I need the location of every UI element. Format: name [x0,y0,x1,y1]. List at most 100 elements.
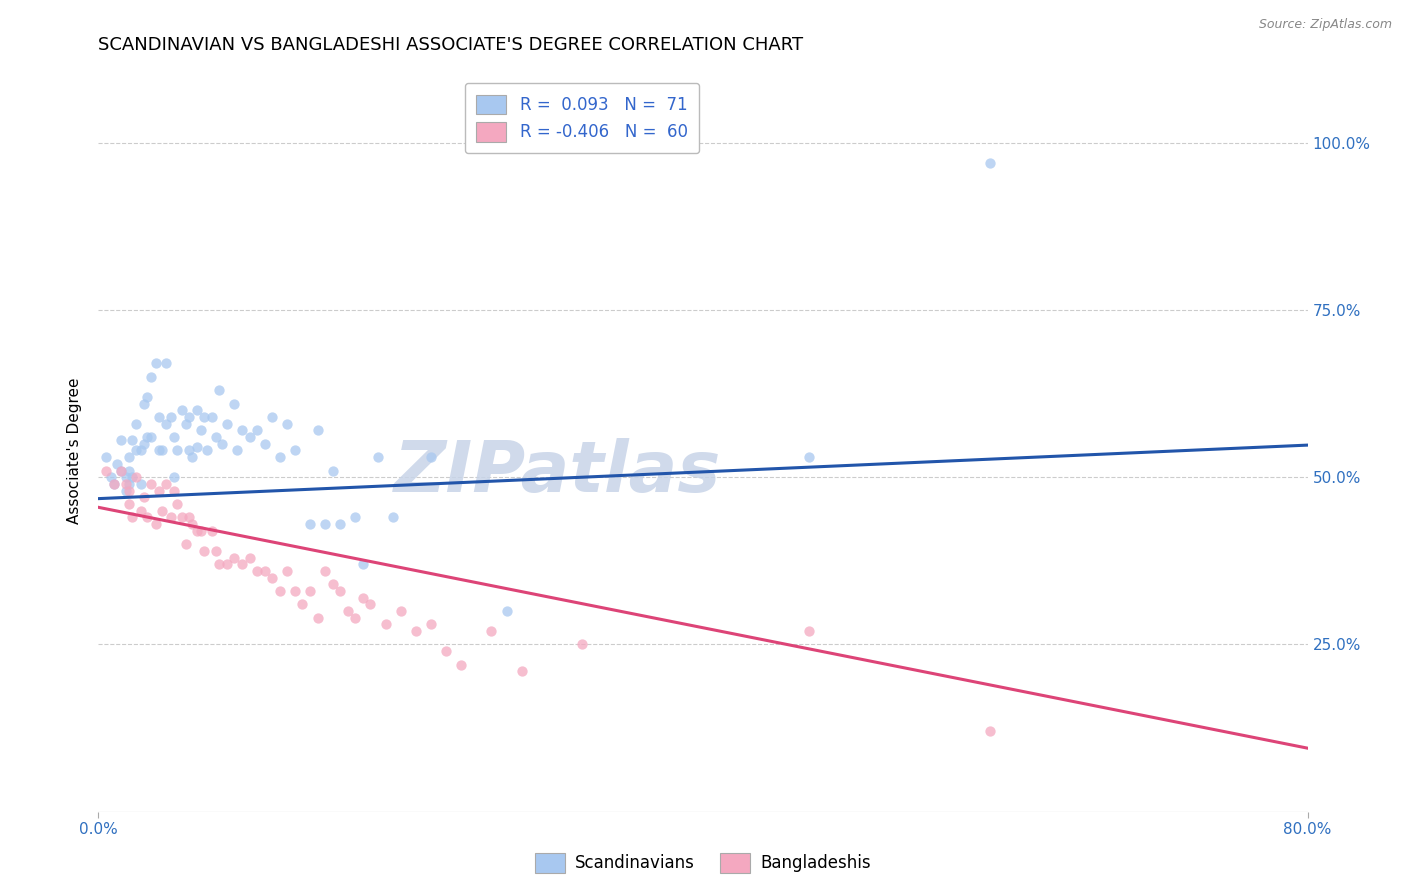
Point [166,443,188,458]
Point [224,550,246,565]
Point [179,443,201,458]
Point [110,434,132,448]
Point [174,417,197,431]
Point [181,450,204,465]
Point [193,543,215,558]
Point [336,604,359,618]
Point [118,476,141,491]
Point [205,543,228,558]
Point [145,517,167,532]
Point [253,436,276,450]
Point [211,436,233,450]
Point [389,604,412,618]
Point [367,450,389,465]
Point [163,430,186,444]
Point [246,424,269,438]
Point [246,564,269,578]
Point [190,424,212,438]
Point [110,464,132,478]
Point [135,510,157,524]
Point [405,624,427,639]
Point [145,356,167,371]
Point [979,724,1001,739]
Point [121,510,143,524]
Point [495,604,517,618]
Point [231,557,253,572]
Point [201,524,224,538]
Point [186,440,208,454]
Point [186,524,208,538]
Point [299,517,322,532]
Point [239,430,262,444]
Point [797,450,820,465]
Point [141,369,163,384]
Point [322,577,344,591]
Point [481,624,503,639]
Point [155,356,177,371]
Point [132,491,155,505]
Point [510,664,533,679]
Point [125,470,148,484]
Point [150,503,173,517]
Point [105,457,128,471]
Point [148,410,170,425]
Point [114,483,136,498]
Point [208,557,231,572]
Point [284,584,307,599]
Point [141,476,163,491]
Point [125,417,148,431]
Point [344,510,367,524]
Point [253,564,276,578]
Point [224,396,246,410]
Point [307,611,329,625]
Text: Source: ZipAtlas.com: Source: ZipAtlas.com [1258,18,1392,31]
Point [103,476,125,491]
Point [382,510,405,524]
Point [132,436,155,450]
Point [141,430,163,444]
Point [118,483,141,498]
Y-axis label: Associate's Degree: Associate's Degree [67,377,83,524]
Point [420,617,443,632]
Point [360,598,382,612]
Point [155,417,177,431]
Point [118,464,141,478]
Point [434,644,457,658]
Point [262,571,284,585]
Point [329,517,352,532]
Point [160,410,183,425]
Point [215,557,238,572]
Point [129,443,152,458]
Point [797,624,820,639]
Point [129,503,152,517]
Point [170,403,193,417]
Point [322,464,344,478]
Point [129,476,152,491]
Point [148,443,170,458]
Point [135,430,157,444]
Point [193,410,215,425]
Point [170,510,193,524]
Point [205,430,228,444]
Point [94,450,117,465]
Point [179,410,201,425]
Point [114,470,136,484]
Point [100,470,122,484]
Point [118,497,141,511]
Text: ZIPatlas: ZIPatlas [394,438,721,507]
Point [269,584,291,599]
Point [329,584,352,599]
Point [94,464,117,478]
Point [571,637,593,651]
Point [208,384,231,398]
Point [179,510,201,524]
Point [186,403,208,417]
Point [231,424,253,438]
Point [276,564,298,578]
Point [174,537,197,551]
Point [299,584,322,599]
Point [114,476,136,491]
Point [103,476,125,491]
Point [150,443,173,458]
Point [276,417,298,431]
